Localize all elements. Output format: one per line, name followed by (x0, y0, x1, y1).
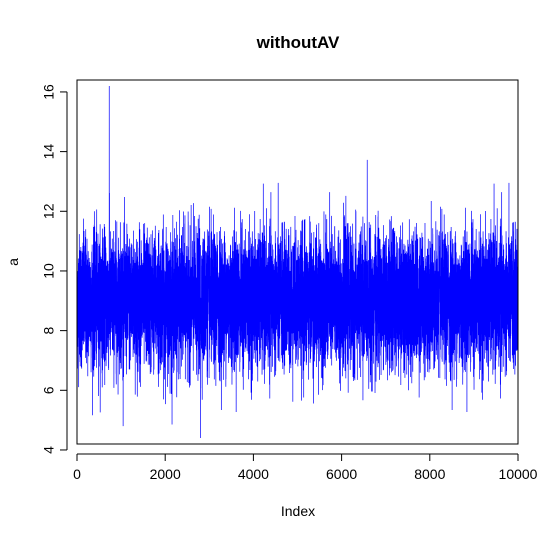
y-tick-label: 6 (41, 386, 57, 394)
y-axis-label: a (5, 258, 21, 266)
x-tick-label: 6000 (326, 466, 357, 482)
series-layer (76, 85, 519, 439)
x-axis-label: Index (281, 503, 315, 519)
x-tick-label: 10000 (499, 466, 538, 482)
y-tick-label: 16 (41, 84, 57, 100)
x-tick-label: 2000 (150, 466, 181, 482)
y-tick-label: 8 (41, 327, 57, 335)
chart-title: withoutAV (256, 33, 340, 52)
x-tick-label: 0 (73, 466, 81, 482)
y-tick-label: 10 (41, 263, 57, 279)
y-tick-label: 12 (41, 203, 57, 219)
y-axis: 4 6 8 10 12 14 16 (41, 84, 68, 454)
y-tick-label: 14 (41, 144, 57, 160)
x-tick-label: 4000 (238, 466, 269, 482)
x-axis: 0 2000 4000 6000 8000 10000 (73, 453, 538, 482)
plot-frame (76, 79, 519, 445)
y-tick-label: 4 (41, 446, 57, 454)
x-tick-label: 8000 (414, 466, 445, 482)
series-line (76, 85, 519, 439)
